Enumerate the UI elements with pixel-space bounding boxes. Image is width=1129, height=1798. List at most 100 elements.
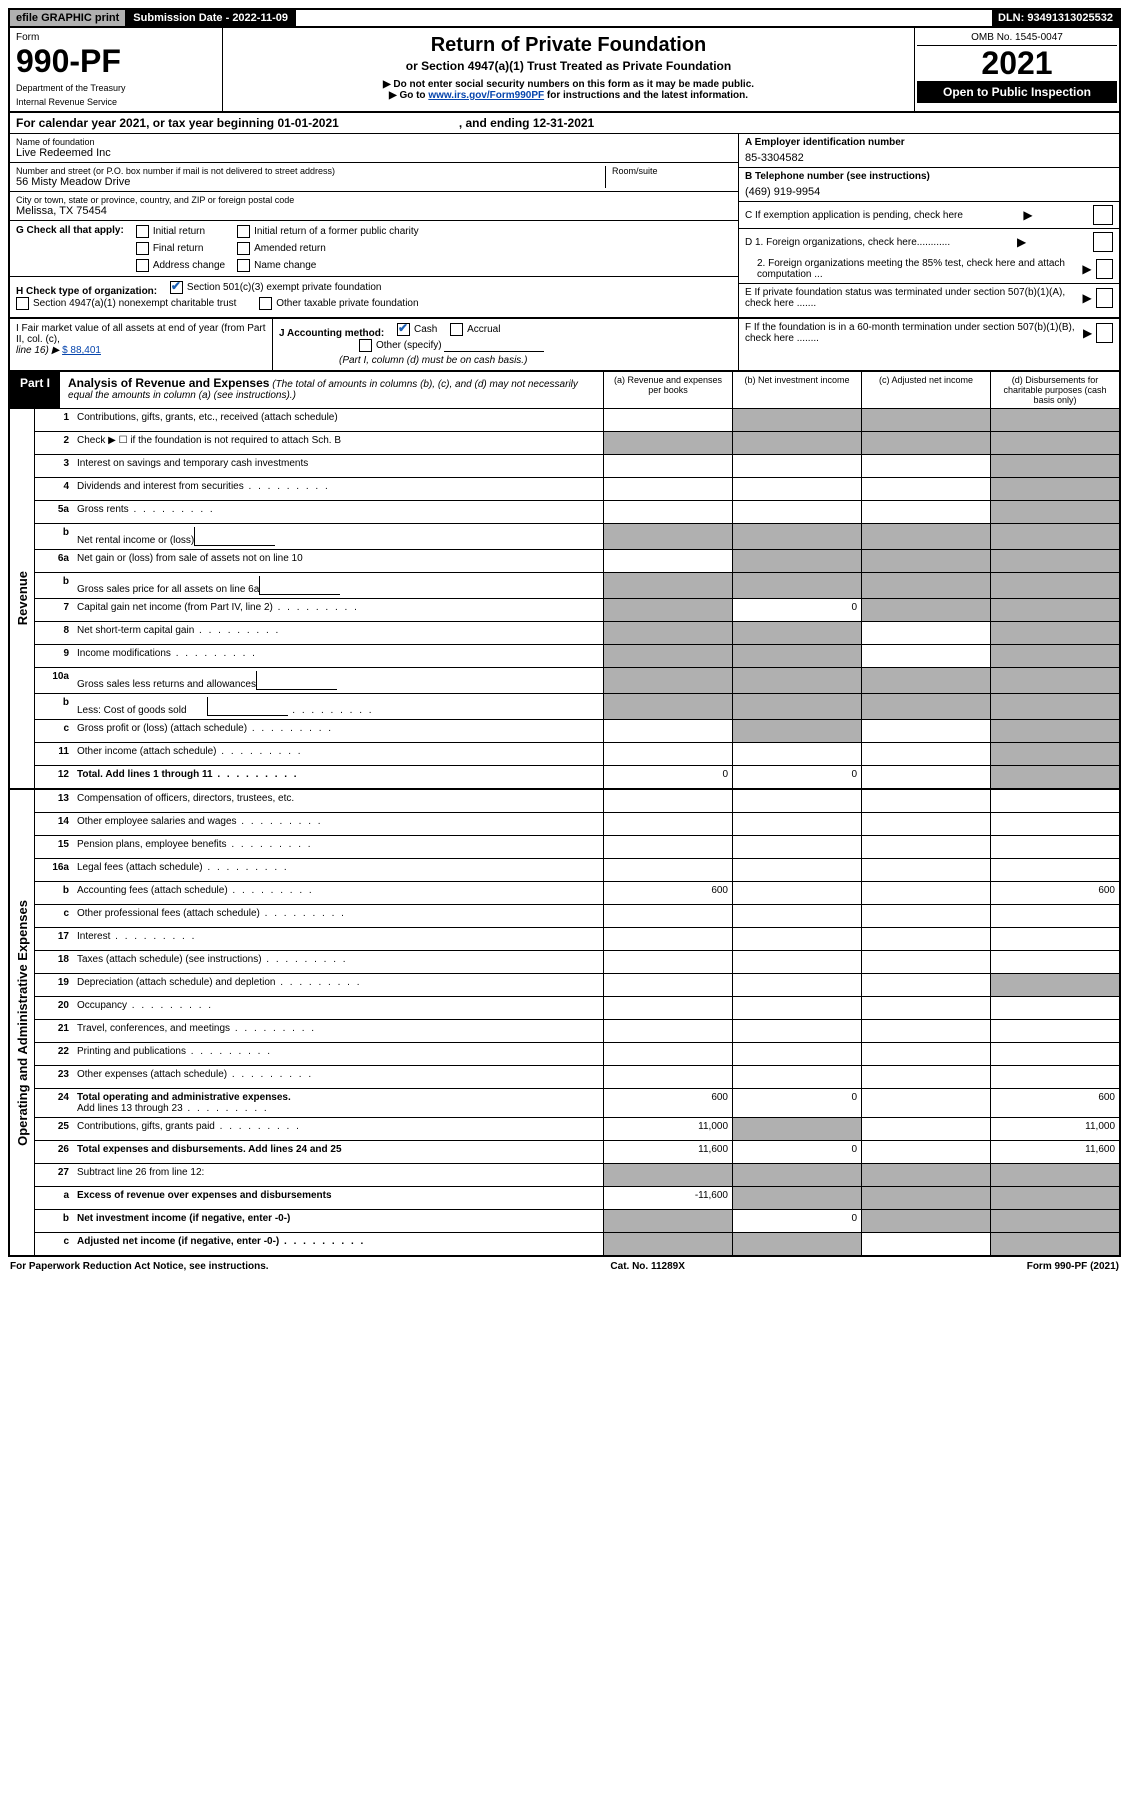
line-1: Contributions, gifts, grants, etc., rece…: [73, 409, 603, 431]
line-4: Dividends and interest from securities: [73, 478, 603, 500]
line-16c: Other professional fees (attach schedule…: [73, 905, 603, 927]
submission-date: Submission Date - 2022-11-09: [127, 10, 296, 26]
line-10b: Less: Cost of goods sold: [73, 694, 603, 719]
instruction-link: ▶ Go to www.irs.gov/Form990PF for instru…: [229, 90, 908, 101]
name-label: Name of foundation: [16, 137, 732, 147]
cb-accrual[interactable]: [450, 323, 463, 336]
line-11: Other income (attach schedule): [73, 743, 603, 765]
arrow-icon: ▶: [1083, 291, 1092, 305]
cb-501c3[interactable]: [170, 281, 183, 294]
cb-status-terminated[interactable]: [1096, 288, 1113, 308]
ein-label: A Employer identification number: [745, 137, 1113, 148]
part1-label: Part I: [10, 372, 60, 408]
calendar-year-row: For calendar year 2021, or tax year begi…: [8, 113, 1121, 134]
line-10c: Gross profit or (loss) (attach schedule): [73, 720, 603, 742]
tax-year: 2021: [917, 46, 1117, 81]
efile-print-button[interactable]: efile GRAPHIC print: [10, 10, 127, 26]
line-27b: Net investment income (if negative, ente…: [73, 1210, 603, 1232]
line-2: Check ▶ ☐ if the foundation is not requi…: [73, 432, 603, 454]
cb-former-charity[interactable]: [237, 225, 250, 238]
h-label: H Check type of organization:: [16, 286, 157, 297]
col-a-header: (a) Revenue and expenses per books: [603, 372, 732, 408]
e-label: E If private foundation status was termi…: [745, 287, 1079, 309]
cb-final-return[interactable]: [136, 242, 149, 255]
omb-number: OMB No. 1545-0047: [917, 30, 1117, 46]
arrow-icon: ▶: [1083, 326, 1092, 340]
line-25: Contributions, gifts, grants paid: [73, 1118, 603, 1140]
line-27c: Adjusted net income (if negative, enter …: [73, 1233, 603, 1255]
phone-value: (469) 919-9954: [745, 186, 1113, 198]
street-address: 56 Misty Meadow Drive: [16, 176, 605, 188]
cb-cash[interactable]: [397, 323, 410, 336]
line-9: Income modifications: [73, 645, 603, 667]
line-5a: Gross rents: [73, 501, 603, 523]
revenue-side-label: Revenue: [10, 409, 35, 788]
col-b-header: (b) Net investment income: [732, 372, 861, 408]
line-19: Depreciation (attach schedule) and deple…: [73, 974, 603, 996]
line-16a: Legal fees (attach schedule): [73, 859, 603, 881]
cb-exemption-pending[interactable]: [1093, 205, 1113, 225]
cb-60month[interactable]: [1096, 323, 1113, 343]
j-label: J Accounting method:: [279, 328, 384, 339]
entity-info: Name of foundation Live Redeemed Inc Num…: [8, 134, 1121, 319]
line-6b: Gross sales price for all assets on line…: [73, 573, 603, 598]
cb-initial-return[interactable]: [136, 225, 149, 238]
page-footer: For Paperwork Reduction Act Notice, see …: [8, 1257, 1121, 1276]
line-6a: Net gain or (loss) from sale of assets n…: [73, 550, 603, 572]
cb-other-taxable[interactable]: [259, 297, 272, 310]
form-number: 990-PF: [16, 45, 216, 77]
form-title: Return of Private Foundation: [229, 34, 908, 57]
address-label: Number and street (or P.O. box number if…: [16, 166, 605, 176]
i-label: I Fair market value of all assets at end…: [16, 323, 266, 345]
line-16b: Accounting fees (attach schedule): [73, 882, 603, 904]
open-inspection: Open to Public Inspection: [917, 81, 1117, 103]
line-13: Compensation of officers, directors, tru…: [73, 790, 603, 812]
dept-treasury: Department of the Treasury: [16, 83, 216, 93]
dln-label: DLN: 93491313025532: [992, 10, 1119, 26]
irs-link[interactable]: www.irs.gov/Form990PF: [428, 90, 544, 101]
form-subtitle: or Section 4947(a)(1) Trust Treated as P…: [229, 59, 908, 73]
section-ij: I Fair market value of all assets at end…: [8, 319, 1121, 372]
line-27: Subtract line 26 from line 12:: [73, 1164, 603, 1186]
line-23: Other expenses (attach schedule): [73, 1066, 603, 1088]
line-22: Printing and publications: [73, 1043, 603, 1065]
phone-label: B Telephone number (see instructions): [745, 171, 1113, 182]
part1-title: Analysis of Revenue and Expenses: [68, 376, 269, 390]
arrow-icon: ▶: [1082, 262, 1091, 276]
line-14: Other employee salaries and wages: [73, 813, 603, 835]
expenses-side-label: Operating and Administrative Expenses: [10, 790, 35, 1255]
cb-other-method[interactable]: [359, 339, 372, 352]
ein-value: 85-3304582: [745, 152, 1113, 164]
line-26: Total expenses and disbursements. Add li…: [73, 1141, 603, 1163]
dept-irs: Internal Revenue Service: [16, 97, 216, 107]
line-17: Interest: [73, 928, 603, 950]
line-21: Travel, conferences, and meetings: [73, 1020, 603, 1042]
col-c-header: (c) Adjusted net income: [861, 372, 990, 408]
cb-foreign-org[interactable]: [1093, 232, 1113, 252]
foundation-name: Live Redeemed Inc: [16, 147, 732, 159]
footer-form: Form 990-PF (2021): [1027, 1261, 1119, 1272]
d2-label: 2. Foreign organizations meeting the 85%…: [745, 258, 1078, 280]
cb-name-change[interactable]: [237, 259, 250, 272]
cb-address-change[interactable]: [136, 259, 149, 272]
c-label: C If exemption application is pending, c…: [745, 210, 963, 221]
line-5b: Net rental income or (loss): [73, 524, 603, 549]
cb-4947a1[interactable]: [16, 297, 29, 310]
line-3: Interest on savings and temporary cash i…: [73, 455, 603, 477]
g-label: G Check all that apply:: [16, 225, 124, 236]
expenses-table: Operating and Administrative Expenses 13…: [8, 790, 1121, 1257]
city-label: City or town, state or province, country…: [16, 195, 732, 205]
city-state-zip: Melissa, TX 75454: [16, 205, 732, 217]
top-bar: efile GRAPHIC print Submission Date - 20…: [8, 8, 1121, 28]
line-7: Capital gain net income (from Part IV, l…: [73, 599, 603, 621]
cb-amended-return[interactable]: [237, 242, 250, 255]
line-27a: Excess of revenue over expenses and disb…: [73, 1187, 603, 1209]
room-label: Room/suite: [612, 166, 732, 176]
revenue-table: Revenue 1Contributions, gifts, grants, e…: [8, 409, 1121, 790]
section-g: G Check all that apply: Initial return F…: [10, 221, 738, 277]
form-label: Form: [16, 32, 216, 43]
instruction-ssn: ▶ Do not enter social security numbers o…: [229, 79, 908, 90]
f-label: F If the foundation is in a 60-month ter…: [745, 322, 1079, 344]
cb-85pct-test[interactable]: [1096, 259, 1113, 279]
line-24: Total operating and administrative expen…: [73, 1089, 603, 1117]
